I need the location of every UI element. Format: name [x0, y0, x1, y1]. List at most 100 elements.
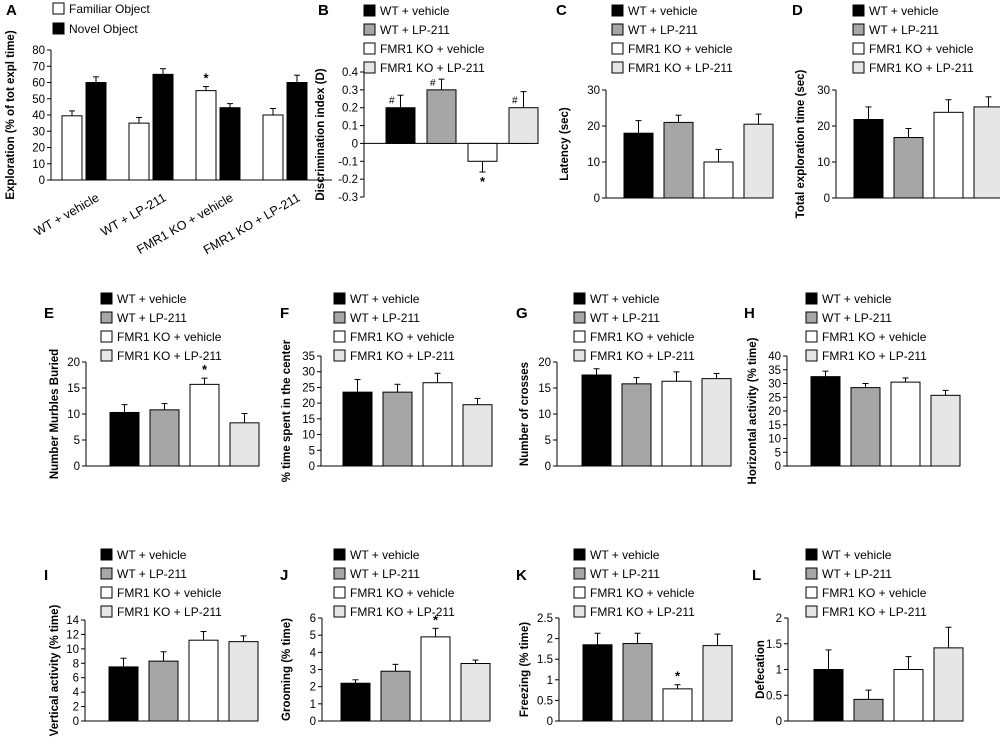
ytick-label-a: 10 — [32, 159, 45, 171]
legend-label-d-0: WT + vehicle — [869, 4, 939, 18]
ytick-label-f: 0 — [309, 461, 315, 473]
legend-label-k-3: FMR1 KO + LP-211 — [590, 605, 695, 619]
bar-g-g-1 — [621, 383, 652, 467]
significance-mark-b-2: * — [480, 174, 486, 189]
ytick-label-a: 70 — [32, 61, 45, 73]
legend-label-j-1: WT + LP-211 — [350, 567, 420, 581]
legend-swatch-l-2 — [805, 586, 818, 599]
ytick-label-l: 0 — [776, 716, 782, 728]
bar-f-g-3 — [462, 404, 493, 467]
legend-label-c-0: WT + vehicle — [628, 4, 698, 18]
ytick-label-d: 10 — [817, 157, 830, 169]
ytick-label-a: 40 — [32, 110, 45, 122]
panel-label-g: G — [516, 305, 528, 322]
xtick-label-a-0: WT + vehicle — [32, 190, 102, 238]
legend-swatch-h-2 — [805, 330, 818, 343]
ylabel-d: Total exploration time (sec) — [795, 69, 807, 218]
ytick-label-h: 10 — [768, 434, 781, 446]
ytick-label-d: 0 — [824, 193, 830, 205]
legend-label-k-1: WT + LP-211 — [590, 567, 660, 581]
ytick-label-f: 30 — [302, 367, 315, 379]
legend-swatch-j-1 — [333, 567, 346, 580]
legend-label-l-2: FMR1 KO + vehicle — [822, 586, 927, 600]
panel-label-k: K — [516, 567, 527, 584]
bar-g-g-2 — [661, 380, 692, 467]
legend-swatch-i-3 — [100, 605, 113, 618]
ytick-label-b: 0.2 — [342, 103, 358, 115]
legend-label-h-1: WT + LP-211 — [822, 311, 892, 325]
ytick-label-g: 20 — [538, 357, 551, 369]
panel-label-i: I — [44, 567, 48, 584]
legend-label-f-2: FMR1 KO + vehicle — [350, 330, 455, 344]
ytick-label-d: 30 — [817, 85, 830, 97]
ylabel-g: Number of crosses — [519, 362, 531, 466]
ytick-label-c: 30 — [587, 85, 600, 97]
legend-swatch-b-1 — [363, 23, 376, 36]
panel-label-h: H — [744, 305, 755, 322]
ytick-label-f: 5 — [309, 445, 315, 457]
ytick-label-d: 20 — [817, 121, 830, 133]
ytick-label-h: 15 — [768, 420, 781, 432]
ylabel-f: % time spent in the center — [281, 339, 293, 482]
ytick-label-h: 35 — [768, 365, 781, 377]
legend-label-l-0: WT + vehicle — [822, 548, 892, 562]
ytick-label-a: 60 — [32, 78, 45, 90]
legend-swatch-f-3 — [333, 349, 346, 362]
legend-label-g-2: FMR1 KO + vehicle — [590, 330, 695, 344]
legend-swatch-i-0 — [100, 548, 113, 561]
legend-swatch-b-3 — [363, 61, 376, 74]
bar-e-g-0 — [109, 411, 140, 467]
bar-h-g-1 — [850, 387, 881, 467]
panel-label-j: J — [280, 567, 288, 584]
ytick-label-b: -0.1 — [338, 156, 358, 168]
legend-label-j-2: FMR1 KO + vehicle — [350, 586, 455, 600]
ytick-label-b: -0.3 — [338, 192, 358, 204]
bar-i-g-3 — [228, 641, 259, 722]
legend-swatch-l-1 — [805, 567, 818, 580]
legend-label-h-3: FMR1 KO + LP-211 — [822, 349, 927, 363]
ytick-label-c: 10 — [587, 157, 600, 169]
legend-label-d-3: FMR1 KO + LP-211 — [869, 61, 974, 75]
legend-swatch-g-3 — [573, 349, 586, 362]
ytick-label-h: 20 — [768, 406, 781, 418]
ytick-label-h: 0 — [775, 461, 781, 473]
bar-k-g-2 — [662, 688, 693, 722]
legend-label-j-0: WT + vehicle — [350, 548, 420, 562]
bar-a-familiar-3 — [262, 114, 284, 181]
legend-label-c-3: FMR1 KO + LP-211 — [628, 61, 733, 75]
significance-mark-e-2: * — [202, 362, 208, 377]
bar-i-g-2 — [188, 639, 219, 722]
ytick-label-b: 0.4 — [342, 67, 359, 79]
ytick-label-c: 0 — [594, 193, 600, 205]
ytick-label-b: -0.2 — [338, 174, 358, 186]
legend-label-b-0: WT + vehicle — [380, 4, 450, 18]
legend-swatch-c-0 — [611, 4, 624, 17]
significance-mark-b-1: # — [430, 78, 436, 89]
ytick-label-g: 10 — [538, 409, 551, 421]
ytick-label-i: 2 — [73, 702, 79, 714]
bar-d-g-2 — [933, 111, 964, 199]
legend-swatch-k-2 — [573, 586, 586, 599]
significance-mark-j-2: * — [433, 612, 439, 627]
bar-f-g-1 — [382, 391, 413, 467]
ytick-label-f: 10 — [302, 430, 315, 442]
ytick-label-i: 6 — [73, 673, 79, 685]
legend-swatch-d-1 — [852, 23, 865, 36]
legend-swatch-e-1 — [100, 311, 113, 324]
legend-swatch-d-0 — [852, 4, 865, 17]
ylabel-b: Discrimination index (D) — [315, 68, 327, 200]
ytick-label-a: 20 — [32, 143, 45, 155]
bar-j-g-3 — [460, 662, 491, 722]
ytick-label-l: 2 — [776, 613, 782, 625]
legend-label-b-1: WT + LP-211 — [380, 23, 450, 37]
ytick-label-i: 12 — [66, 629, 79, 641]
legend-label-e-3: FMR1 KO + LP-211 — [117, 349, 222, 363]
ytick-label-e: 15 — [67, 383, 80, 395]
legend-swatch-c-3 — [611, 61, 624, 74]
ytick-label-f: 15 — [302, 414, 315, 426]
bar-a-novel-0 — [85, 82, 107, 181]
legend-swatch-g-2 — [573, 330, 586, 343]
bar-f-g-2 — [422, 382, 453, 467]
legend-swatch-k-3 — [573, 605, 586, 618]
